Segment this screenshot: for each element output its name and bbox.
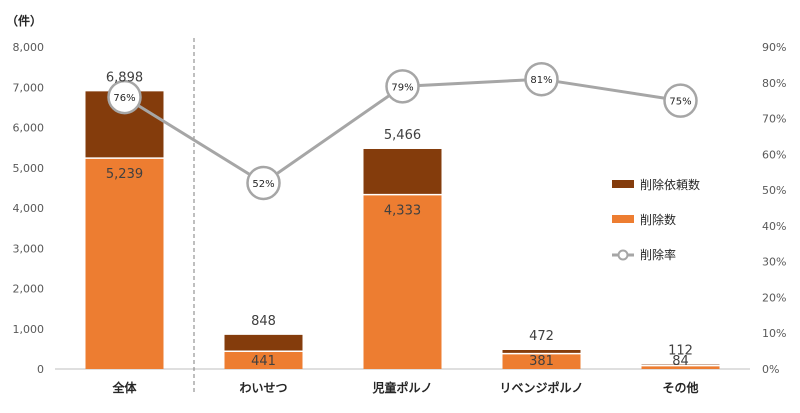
right-tick-label: 50% <box>762 184 786 197</box>
left-tick-label: 4,000 <box>13 202 45 215</box>
left-tick-label: 0 <box>37 363 44 376</box>
legend-marker-rate <box>617 249 629 261</box>
bar-deleted <box>641 365 720 369</box>
legend-label-requests: 削除依頼数 <box>640 177 700 192</box>
request-count-label: 5,466 <box>384 128 421 143</box>
left-tick-label: 6,000 <box>13 122 45 135</box>
bars <box>85 91 720 369</box>
left-tick-label: 8,000 <box>13 41 45 54</box>
request-count-label: 848 <box>251 314 276 329</box>
rate-value-label: 75% <box>669 97 691 108</box>
category-label: わいせつ <box>239 381 287 395</box>
category-label: リベンジポルノ <box>499 380 583 395</box>
right-tick-label: 10% <box>762 327 786 340</box>
right-tick-label: 90% <box>762 41 786 54</box>
request-count-label: 472 <box>529 329 554 344</box>
right-tick-label: 30% <box>762 256 786 269</box>
right-tick-label: 20% <box>762 291 786 304</box>
category-label: 全体 <box>111 380 137 395</box>
deleted-count-label: 381 <box>529 354 554 369</box>
category-label: 児童ポルノ <box>371 380 432 395</box>
deleted-count-label: 5,239 <box>106 167 143 182</box>
y-axis-unit-label: （件） <box>6 13 42 28</box>
left-tick-label: 3,000 <box>13 242 45 255</box>
left-tick-label: 2,000 <box>13 283 45 296</box>
rate-marker <box>524 61 559 97</box>
rate-marker <box>663 83 698 118</box>
rate-value-label: 79% <box>391 82 413 93</box>
category-label: その他 <box>662 380 698 395</box>
rate-value-label: 81% <box>530 75 552 86</box>
deleted-count-label: 441 <box>251 354 276 369</box>
right-tick-label: 40% <box>762 220 786 233</box>
deleted-count-label: 84 <box>672 354 689 369</box>
right-tick-label: 80% <box>762 77 786 90</box>
bar-request-remainder <box>502 350 581 354</box>
bar-deleted <box>502 353 581 369</box>
rate-line: 76% 52% 79% 81% 75% <box>107 61 698 201</box>
left-tick-label: 5,000 <box>13 162 45 175</box>
rate-marker <box>385 69 420 104</box>
rate-marker <box>246 165 281 201</box>
request-count-label: 112 <box>668 343 693 358</box>
bar-request-remainder <box>224 334 303 352</box>
right-tick-label: 70% <box>762 113 786 126</box>
request-count-label: 6,898 <box>106 70 143 85</box>
right-axis-ticks: 0% 10% 20% 30% 40% 50% 60% 70% 80% 90% <box>762 41 786 376</box>
bar-deleted <box>85 158 164 369</box>
right-tick-label: 0% <box>762 363 779 376</box>
legend-swatch-requests <box>612 180 634 188</box>
category-labels: 全体 わいせつ 児童ポルノ リベンジポルノ その他 <box>111 380 698 395</box>
rate-value-label: 52% <box>252 179 274 190</box>
legend-label-rate: 削除率 <box>640 247 676 262</box>
bar-deleted <box>363 194 442 369</box>
deleted-count-label: 4,333 <box>384 204 421 219</box>
legend-swatch-deleted <box>612 215 634 223</box>
rate-value-label: 76% <box>113 93 135 104</box>
left-tick-label: 7,000 <box>13 81 45 94</box>
rate-marker <box>107 79 142 115</box>
left-axis-ticks: 0 1,000 2,000 3,000 4,000 5,000 6,000 7,000 8,00… <box>13 41 45 376</box>
right-tick-label: 60% <box>762 148 786 161</box>
bar-request-remainder <box>363 148 442 195</box>
left-tick-label: 1,000 <box>13 323 45 336</box>
bar-deleted <box>224 351 303 369</box>
legend-label-deleted: 削除数 <box>640 212 676 227</box>
